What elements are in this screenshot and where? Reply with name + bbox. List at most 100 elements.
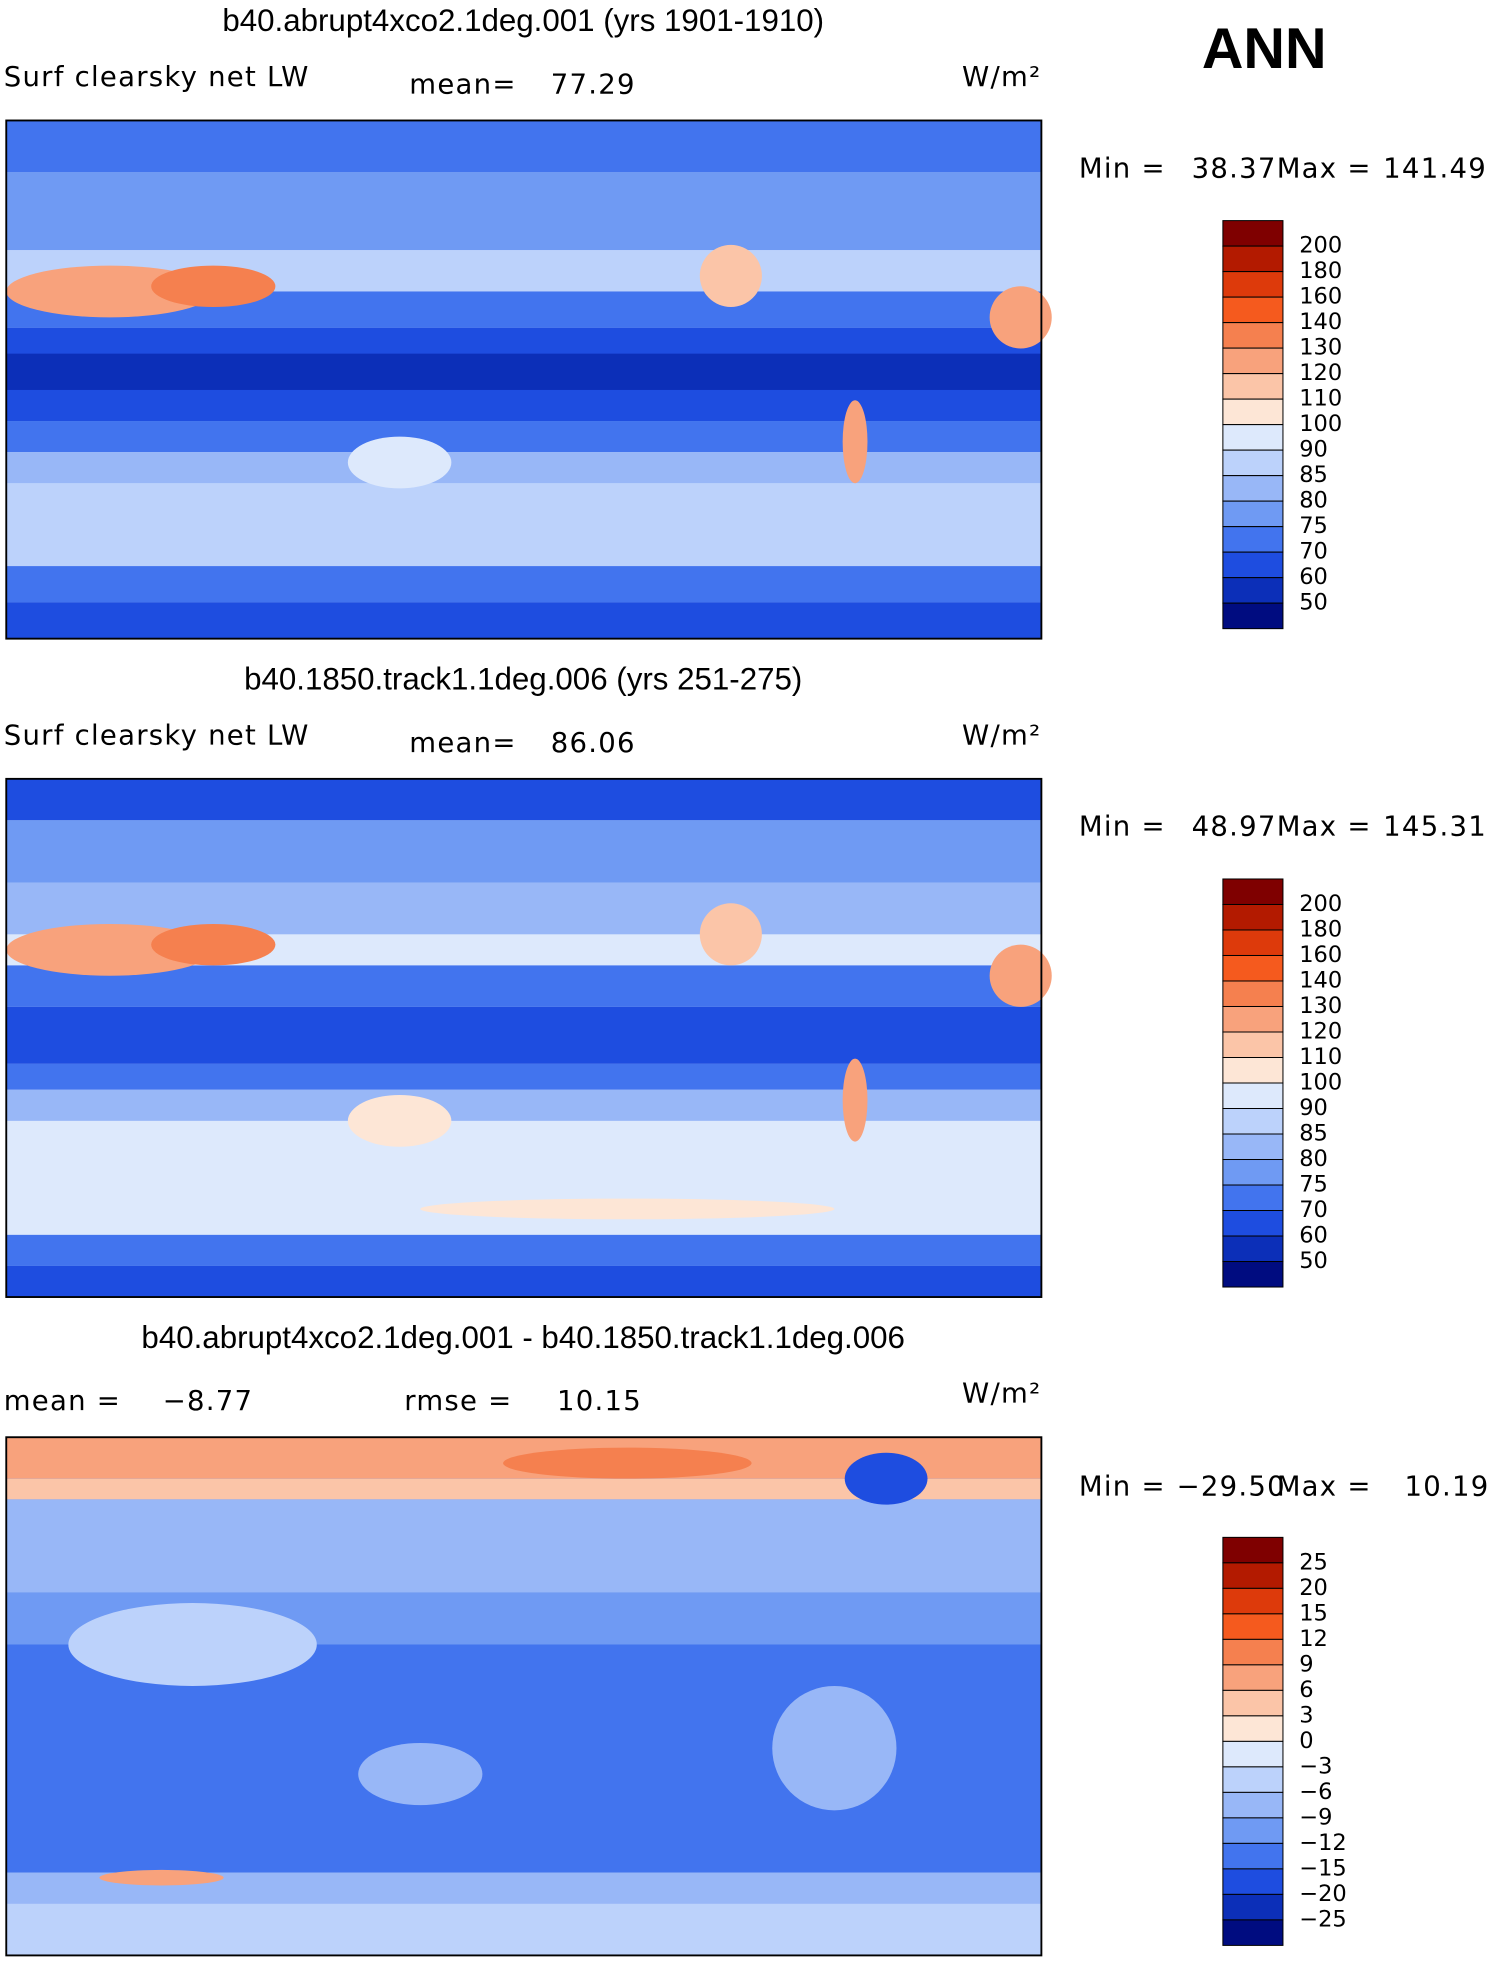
colorbar-label: 110 [1299,1044,1342,1070]
colorbar-label: 180 [1299,916,1342,942]
variable: Surf clearsky net LW [4,61,310,93]
panel-title: b40.abrupt4xco2.1deg.001 - b40.1850.trac… [141,1320,905,1355]
map-frame [5,119,1043,640]
colorbar-label: 200 [1299,891,1342,917]
map-band [6,172,1042,251]
colorbar-swatch [1222,1562,1284,1589]
colorbar-label: 70 [1299,1197,1328,1223]
colorbar-label: 15 [1299,1600,1328,1626]
map-band [6,1903,1042,1956]
variable: Surf clearsky net LW [4,719,310,751]
map [5,777,1052,1298]
units: W/m² [962,61,1041,93]
colorbar-swatch [1222,424,1284,451]
max-label: Max = [1277,1470,1372,1502]
colorbar-label: 25 [1299,1549,1328,1575]
colorbar-label: 120 [1299,1018,1342,1044]
max: 145.31 [1383,811,1487,843]
colorbar-label: −15 [1299,1855,1347,1881]
colorbar-swatch [1222,1184,1284,1212]
colorbar-label: 100 [1299,1070,1342,1096]
colorbar-swatch [1222,475,1284,502]
map-band [6,602,1042,639]
colorbar-swatch [1222,878,1284,905]
panel-title: b40.1850.track1.1deg.006 (yrs 251-275) [244,661,802,696]
max: 141.49 [1383,152,1487,184]
colorbar-label: 3 [1299,1702,1313,1728]
min-label: Min = [1079,811,1166,843]
colorbar-swatch [1222,1740,1284,1768]
mean-label: mean = [4,1385,121,1417]
map-region [844,1452,928,1505]
map-band [6,778,1042,821]
colorbar-label: 180 [1299,258,1342,284]
colorbar-label: 160 [1299,284,1342,310]
colorbar-label: 60 [1299,1223,1328,1249]
units: W/m² [962,1378,1041,1410]
colorbar-swatch [1222,1057,1284,1084]
colorbar-label: 120 [1299,360,1342,386]
colorbar-swatch [1222,1587,1284,1615]
colorbar-swatch [1222,526,1284,553]
map-region [99,1869,224,1886]
map-band [6,566,1042,603]
map-band [6,421,1042,453]
colorbar-swatch [1222,1715,1284,1742]
colorbar-label: 130 [1299,335,1342,361]
colorbar-swatch [1222,1919,1284,1946]
min-label: Min = [1079,1470,1166,1502]
season: ANN [1202,17,1327,81]
colorbar-label: −25 [1299,1906,1347,1932]
colorbar-label: 90 [1299,437,1328,463]
colorbar-swatch [1222,245,1284,273]
min: 48.97 [1192,811,1277,843]
colorbar-swatch [1222,1159,1284,1186]
map-region [151,923,276,966]
map-band [6,1265,1042,1298]
map-band [6,1063,1042,1090]
map-band [6,353,1042,390]
mean: −8.77 [163,1385,254,1417]
map-band [6,1006,1042,1064]
colorbar-swatch [1222,929,1284,956]
colorbar-swatch [1222,1689,1284,1717]
colorbar-label: 0 [1299,1728,1313,1754]
colorbar-label: 50 [1299,1248,1328,1274]
max-label: Max = [1277,152,1372,184]
colorbar-label: 160 [1299,942,1342,968]
map-band [6,965,1042,1007]
colorbar-label: 50 [1299,590,1328,616]
map-band [6,1089,1042,1121]
colorbar-swatch [1222,1235,1284,1263]
colorbar-label: −20 [1299,1881,1347,1907]
colorbar-swatch [1222,322,1284,349]
colorbar-label: 85 [1299,1121,1328,1147]
map-region [358,1742,483,1806]
colorbar-swatch [1222,1082,1284,1110]
colorbar-swatch [1222,449,1284,477]
colorbar-swatch [1222,1893,1284,1921]
colorbar-swatch [1222,1210,1284,1237]
colorbar-swatch [1222,1817,1284,1844]
colorbar-swatch [1222,1791,1284,1819]
colorbar-swatch [1222,980,1284,1007]
colorbar-swatch [1222,1005,1284,1033]
map-region [503,1447,752,1479]
colorbar-label: 110 [1299,386,1342,412]
map-band [6,1499,1042,1593]
map-region [151,265,276,308]
map [5,119,1052,640]
colorbar-label: 80 [1299,1146,1328,1172]
colorbar-swatch [1222,1842,1284,1870]
colorbar-label: 90 [1299,1095,1328,1121]
max-label: Max = [1277,811,1372,843]
rmse-label: rmse = [404,1385,512,1417]
colorbar-swatch [1222,271,1284,298]
colorbar-swatch [1222,500,1284,528]
colorbar-label: −6 [1299,1779,1332,1805]
max: 10.19 [1404,1470,1489,1502]
colorbar-swatch [1222,1536,1284,1564]
panel-title: b40.abrupt4xco2.1deg.001 (yrs 1901-1910) [222,3,824,38]
